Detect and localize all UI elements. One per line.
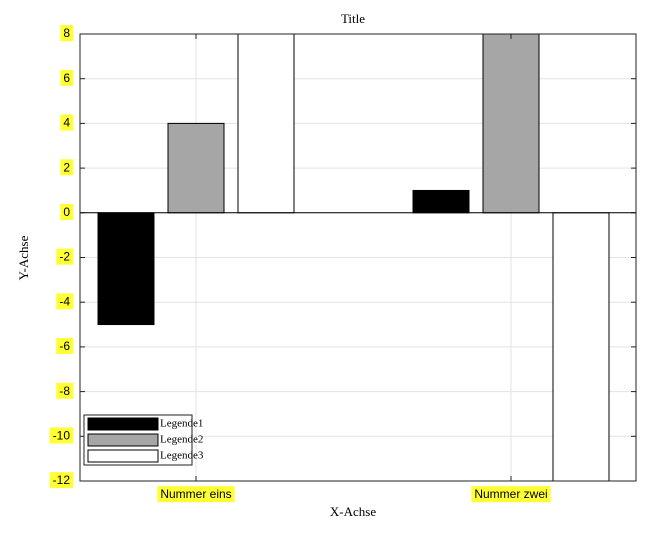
x-tick-label: Nummer eins: [160, 487, 231, 501]
highlight: [56, 338, 74, 355]
bar: [482, 33, 540, 214]
y-tick-label: -12: [53, 473, 71, 487]
bar: [412, 189, 470, 214]
y-tick-label: 4: [63, 116, 70, 130]
legend-swatch: [87, 417, 159, 431]
highlight: [56, 248, 74, 265]
highlight: [60, 114, 74, 131]
plot-frame: [79, 33, 637, 482]
y-tick-label: 2: [63, 160, 70, 174]
highlight: [60, 203, 74, 220]
highlight: [49, 472, 74, 489]
y-tick-label: -2: [59, 250, 70, 264]
bar: [97, 212, 155, 326]
y-tick-label: -6: [59, 339, 70, 353]
highlight: [49, 427, 74, 444]
y-tick-label: 6: [63, 71, 70, 85]
highlight: [56, 293, 74, 310]
chart-title: Title: [341, 11, 365, 26]
x-tick-label: Nummer zwei: [474, 487, 547, 501]
bar: [237, 33, 295, 214]
y-tick-label: 0: [63, 205, 70, 219]
highlight: [60, 159, 74, 176]
highlight: [56, 382, 74, 399]
highlight: [157, 486, 235, 503]
y-axis-label: Y-Achse: [16, 235, 31, 280]
legend-swatch: [87, 433, 159, 447]
y-tick-label: -8: [59, 384, 70, 398]
bar: [552, 212, 610, 482]
y-tick-label: -10: [53, 428, 71, 442]
highlight: [60, 25, 74, 42]
legend-label: Legende2: [160, 434, 203, 446]
legend-label: Legende1: [160, 418, 203, 430]
x-axis-label: X-Achse: [330, 504, 376, 519]
legend-label: Legende3: [160, 450, 204, 462]
y-tick-label: -4: [59, 294, 70, 308]
y-tick-label: 8: [63, 26, 70, 40]
highlight: [471, 486, 551, 503]
legend-swatch: [87, 449, 159, 463]
highlight: [60, 69, 74, 86]
bar: [167, 122, 225, 214]
